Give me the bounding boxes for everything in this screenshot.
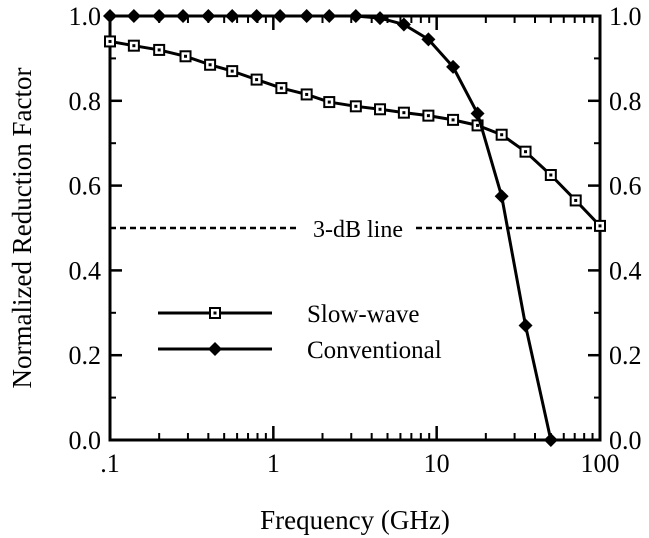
y-tick-label-right: 1.0	[609, 2, 642, 31]
data-point-diamond	[249, 9, 264, 23]
y-tick-label-right: 0.0	[609, 426, 642, 455]
x-tick-label: 100	[581, 449, 620, 478]
y-tick-label-left: 0.4	[69, 256, 102, 285]
legend-label: Slow-wave	[307, 301, 419, 328]
marker-center	[255, 78, 259, 82]
data-point-diamond	[396, 17, 411, 32]
marker-center	[305, 92, 309, 96]
marker-center	[230, 69, 234, 73]
marker-center	[598, 224, 602, 228]
marker-center	[426, 114, 430, 118]
marker-center	[208, 63, 212, 67]
data-point-diamond	[446, 59, 461, 74]
data-point-diamond	[299, 9, 314, 23]
data-point-diamond	[322, 9, 337, 23]
data-point-diamond	[273, 9, 288, 23]
data-point-diamond	[201, 9, 216, 23]
marker-center	[524, 150, 528, 154]
data-point-diamond	[470, 106, 485, 121]
x-tick-label: .1	[100, 449, 120, 478]
data-point-diamond	[494, 189, 509, 204]
reference-line: 3-dB line	[110, 217, 600, 243]
marker-center	[108, 39, 112, 43]
threshold-label: 3-dB line	[313, 217, 403, 243]
legend: Slow-wave Conventional	[158, 301, 442, 364]
marker-center	[327, 100, 331, 104]
data-point-diamond	[518, 318, 533, 333]
marker-center	[402, 111, 406, 115]
marker-center	[476, 123, 480, 127]
marker-center	[574, 198, 578, 202]
axis-ticks: 0.0 0.0 0.2 0.2 0.4 0.4 0.6 0.6 0.8 0.8 1.0 1.0 .1 1 1…	[69, 2, 642, 478]
y-tick-label-left: 0.6	[69, 172, 102, 201]
y-tick-label-left: 0.2	[69, 341, 102, 370]
series-line	[109, 39, 602, 227]
y-tick-label-right: 0.8	[609, 87, 642, 116]
marker-center	[451, 118, 455, 122]
marker-center	[157, 48, 161, 52]
marker-center	[184, 54, 188, 58]
y-axis-label: Normalized Reduction Factor	[7, 68, 37, 389]
data-point-diamond	[421, 32, 436, 47]
data-point-diamond	[152, 9, 167, 23]
data-point-diamond	[176, 9, 191, 23]
y-tick-label-right: 0.6	[609, 172, 642, 201]
y-tick-label-right: 0.4	[609, 256, 642, 285]
y-tick-label-left: 0.0	[69, 426, 102, 455]
data-series	[103, 9, 606, 447]
x-axis-label: Frequency (GHz)	[260, 505, 450, 535]
data-point-diamond	[103, 9, 117, 23]
marker-center	[132, 44, 136, 48]
data-point-diamond	[348, 9, 363, 23]
x-tick-label: 1	[267, 449, 280, 478]
series-slow-wave	[104, 35, 606, 232]
marker-center	[378, 107, 382, 111]
data-point-diamond	[126, 9, 141, 23]
data-point-diamond	[225, 9, 240, 23]
marker-center	[549, 173, 553, 177]
y-tick-label-left: 0.8	[69, 87, 102, 116]
data-point-diamond	[543, 433, 558, 447]
marker-center	[354, 104, 358, 108]
legend-label: Conventional	[307, 337, 442, 364]
series-conventional	[103, 9, 558, 447]
x-tick-label: 10	[424, 449, 450, 478]
marker-center	[213, 311, 217, 315]
legend-marker-diamond	[208, 342, 222, 356]
data-point-diamond	[373, 11, 388, 26]
y-tick-label-left: 1.0	[69, 2, 102, 31]
y-tick-label-right: 0.2	[609, 341, 642, 370]
marker-center	[500, 133, 504, 137]
marker-center	[279, 86, 283, 90]
